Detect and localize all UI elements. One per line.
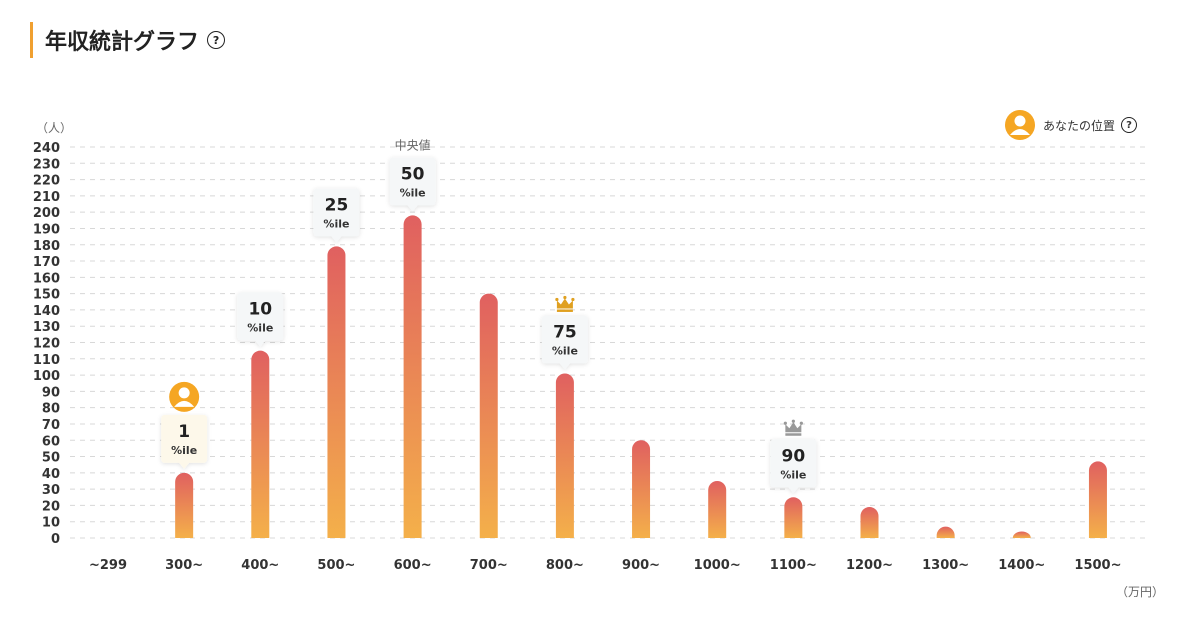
bar[interactable] xyxy=(936,526,955,538)
x-tick-label: 300~ xyxy=(165,558,203,573)
title-accent-bar xyxy=(30,22,33,58)
y-tick-label: 50 xyxy=(42,451,60,466)
percentile-tooltip: 50 %ile xyxy=(389,157,436,212)
y-tick-label: 100 xyxy=(33,369,60,384)
y-axis-unit: （人） xyxy=(36,121,73,135)
y-tick-label: 60 xyxy=(42,434,60,449)
bar[interactable] xyxy=(632,440,651,538)
percentile-unit: %ile xyxy=(780,468,806,481)
bar[interactable] xyxy=(175,472,194,538)
percentile-tooltip: 1 %ile xyxy=(161,414,208,469)
bar[interactable] xyxy=(327,246,346,539)
percentile-tooltip: 90 %ile xyxy=(770,439,817,494)
x-tick-label: 1400~ xyxy=(998,558,1045,573)
user-avatar-icon xyxy=(1005,110,1035,140)
percentile-value: 1 xyxy=(178,422,190,442)
y-tick-label: 90 xyxy=(42,385,60,400)
y-tick-label: 80 xyxy=(42,402,60,417)
x-tick-label: 800~ xyxy=(546,558,584,573)
x-tick-label: ~299 xyxy=(89,558,127,573)
x-tick-label: 1300~ xyxy=(922,558,969,573)
question-circle-icon[interactable]: ? xyxy=(207,31,226,49)
y-tick-label: 140 xyxy=(33,304,60,319)
legend: あなたの位置 ? xyxy=(1005,110,1138,140)
question-circle-icon[interactable]: ? xyxy=(1121,117,1138,133)
y-tick-label: 10 xyxy=(42,516,60,531)
percentile-unit: %ile xyxy=(323,217,349,230)
y-tick-label: 30 xyxy=(42,483,60,498)
percentile-unit: %ile xyxy=(171,444,197,457)
bar[interactable] xyxy=(784,497,803,538)
x-tick-label: 400~ xyxy=(241,558,279,573)
y-tick-label: 170 xyxy=(33,255,60,270)
y-tick-label: 220 xyxy=(33,174,60,189)
percentile-unit: %ile xyxy=(552,344,578,357)
y-tick-label: 150 xyxy=(33,288,60,303)
y-tick-label: 190 xyxy=(33,222,60,237)
bar[interactable] xyxy=(1088,461,1107,538)
x-tick-label: 1000~ xyxy=(694,558,741,573)
y-tick-label: 0 xyxy=(51,532,60,547)
median-annotation: 中央値 xyxy=(395,137,431,152)
x-tick-label: 900~ xyxy=(622,558,660,573)
y-tick-label: 130 xyxy=(33,320,60,335)
x-tick-label: 700~ xyxy=(470,558,508,573)
x-tick-label: 1200~ xyxy=(846,558,893,573)
percentile-value: 50 xyxy=(401,164,425,184)
percentile-tooltip: 10 %ile xyxy=(237,292,284,347)
y-tick-label: 70 xyxy=(42,418,60,433)
x-tick-label: 1100~ xyxy=(770,558,817,573)
bar[interactable] xyxy=(403,215,422,539)
chart-header: 年収統計グラフ ? xyxy=(30,22,226,58)
y-tick-label: 200 xyxy=(33,206,60,221)
page-title: 年収統計グラフ xyxy=(45,30,200,55)
y-tick-label: 240 xyxy=(33,141,60,156)
y-tick-label: 210 xyxy=(33,190,60,205)
percentile-value: 75 xyxy=(553,322,577,342)
x-axis-unit: （万円） xyxy=(1116,585,1165,599)
bar[interactable] xyxy=(1012,531,1031,538)
y-tick-label: 120 xyxy=(33,337,60,352)
x-tick-label: 600~ xyxy=(394,558,432,573)
crown-icon xyxy=(555,295,575,312)
legend-label: あなたの位置 xyxy=(1043,118,1116,133)
y-tick-label: 40 xyxy=(42,467,60,482)
x-tick-label: 500~ xyxy=(317,558,355,573)
y-tick-label: 230 xyxy=(33,157,60,172)
user-avatar-icon xyxy=(169,381,200,412)
y-tick-label: 180 xyxy=(33,239,60,254)
crown-icon xyxy=(783,419,803,436)
y-tick-label: 20 xyxy=(42,499,60,514)
percentile-value: 10 xyxy=(248,300,272,320)
bar[interactable] xyxy=(479,293,498,538)
percentile-value: 25 xyxy=(325,195,349,215)
bar[interactable] xyxy=(555,373,574,538)
y-tick-label: 110 xyxy=(33,353,60,368)
percentile-tooltip: 25 %ile xyxy=(313,188,360,243)
percentile-tooltip: 75 %ile xyxy=(541,315,588,370)
percentile-unit: %ile xyxy=(247,322,273,335)
percentile-unit: %ile xyxy=(400,186,426,199)
x-tick-label: 1500~ xyxy=(1074,558,1121,573)
bar[interactable] xyxy=(708,480,727,538)
bar[interactable] xyxy=(251,350,270,538)
percentile-value: 90 xyxy=(782,446,806,466)
y-tick-label: 160 xyxy=(33,271,60,286)
bar[interactable] xyxy=(860,507,879,538)
